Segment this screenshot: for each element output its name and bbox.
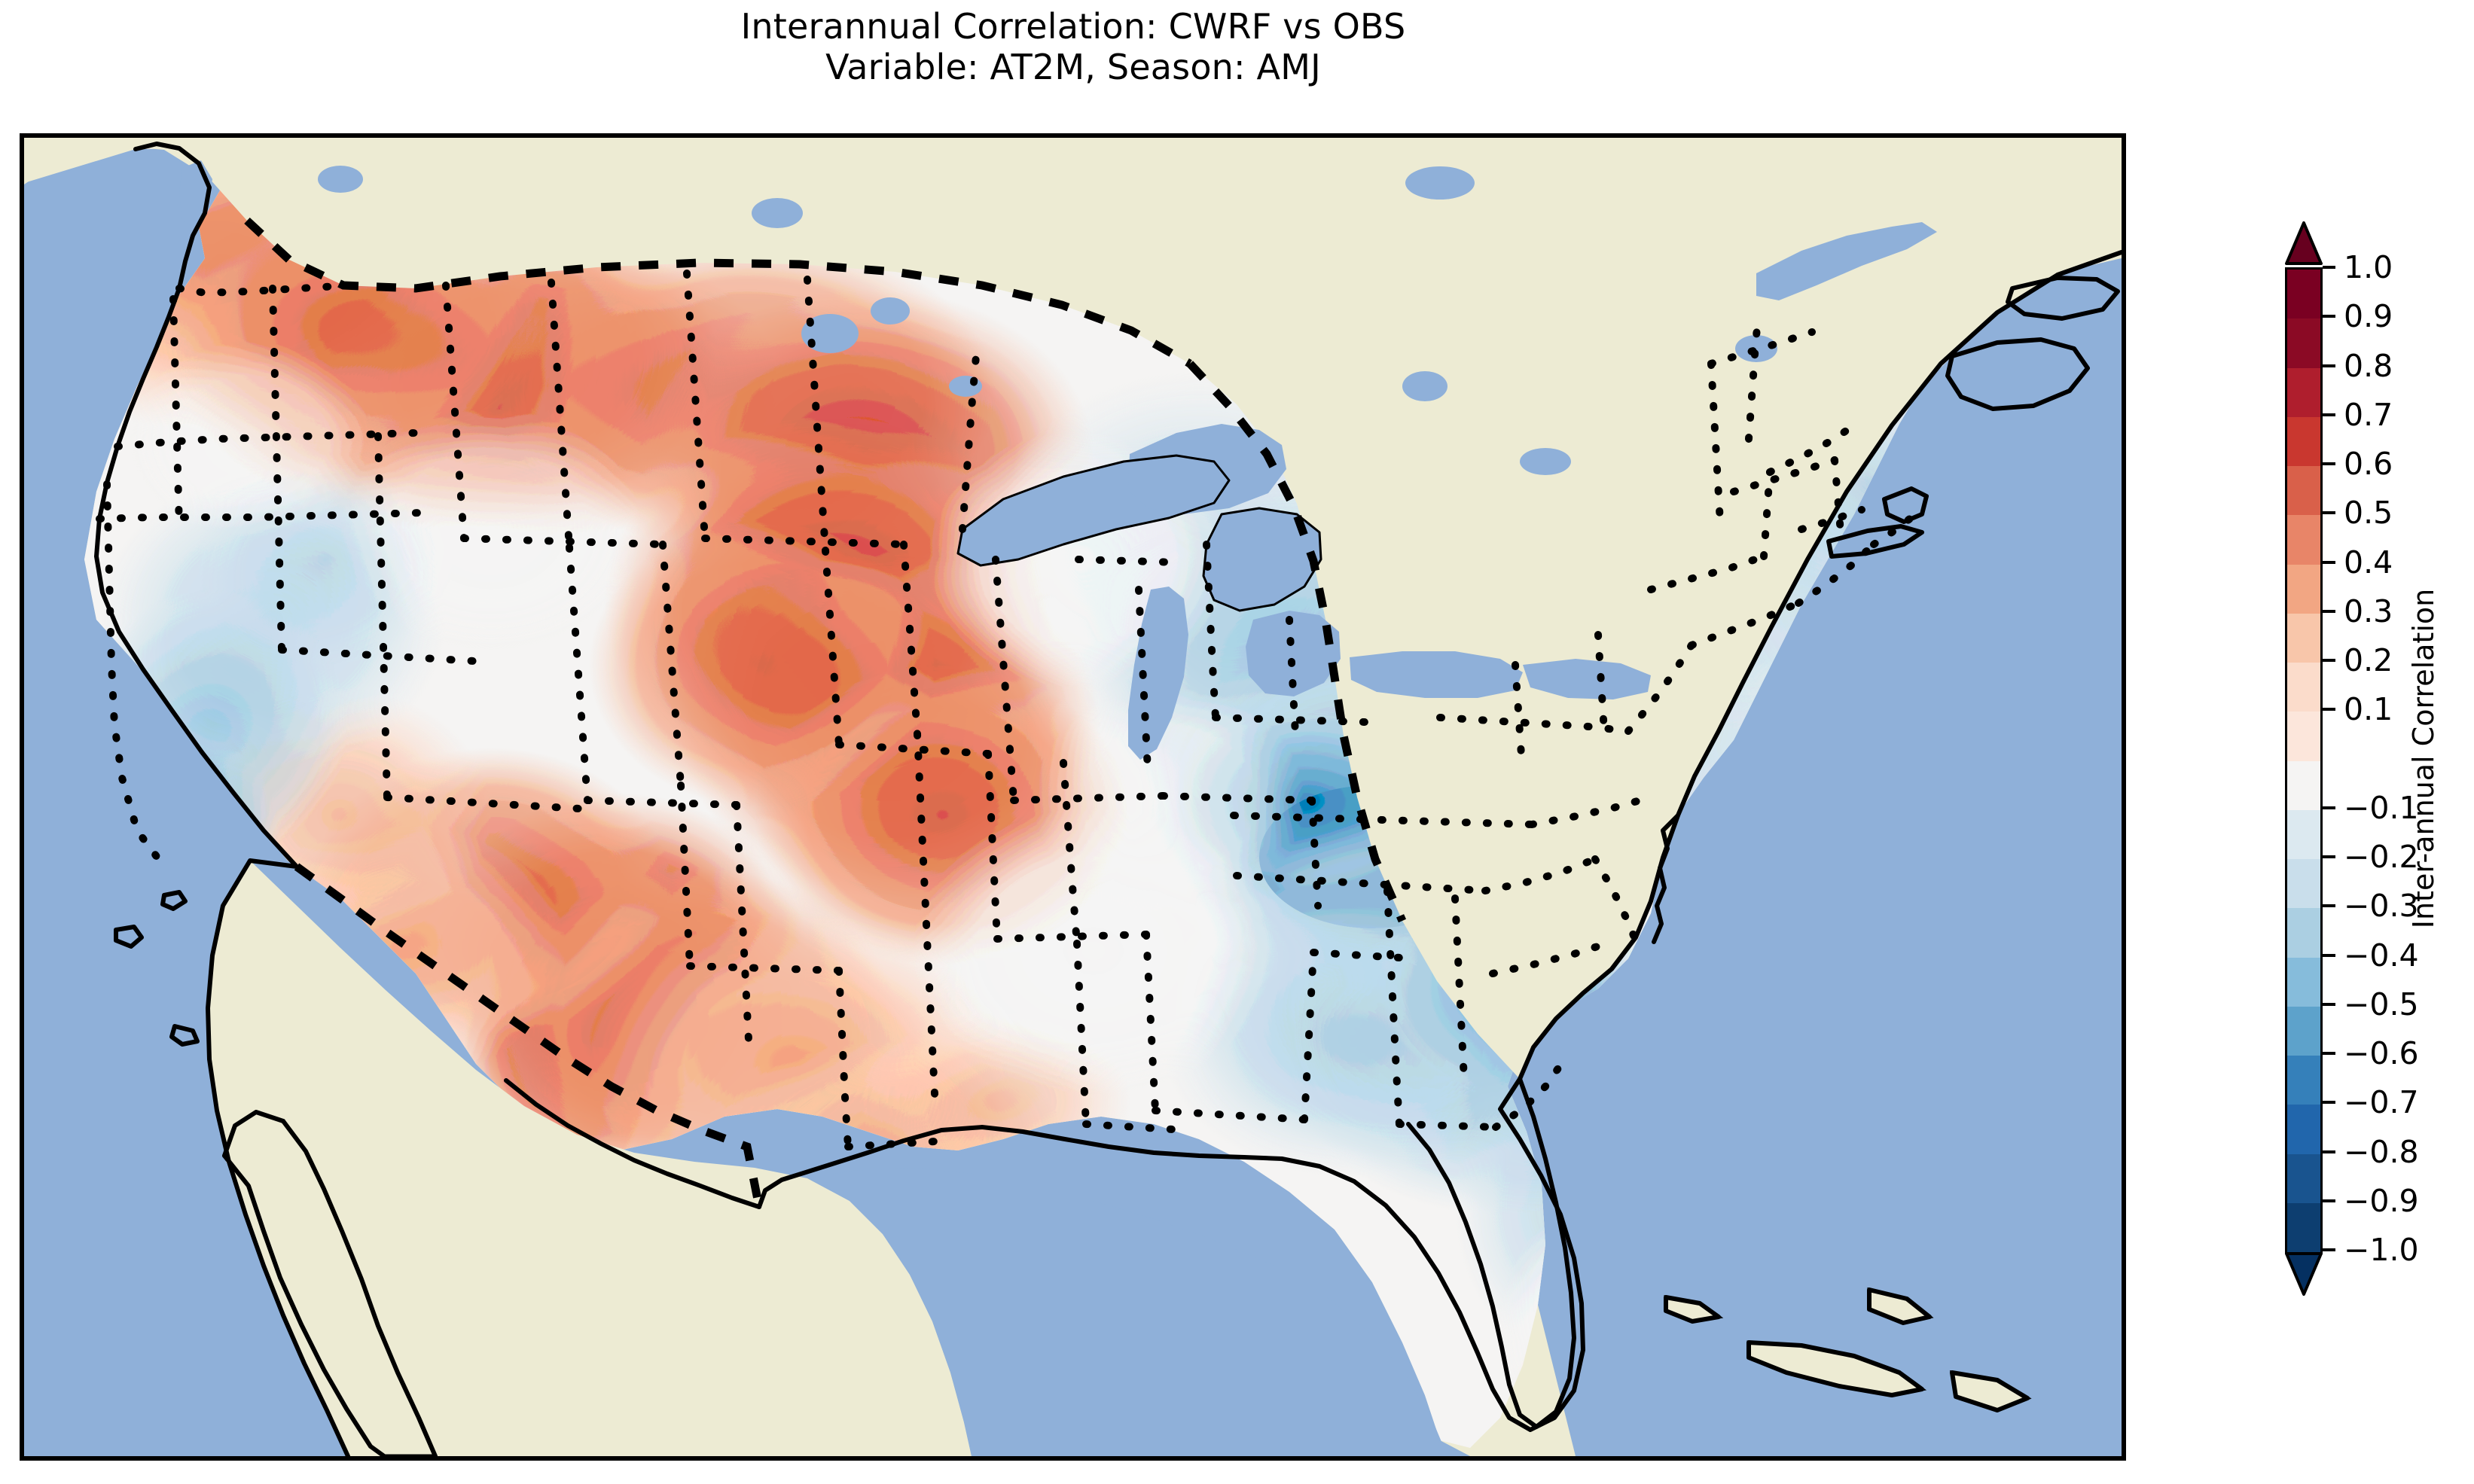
colorbar-segment — [2287, 564, 2320, 614]
map-clip — [24, 138, 2122, 1456]
colorbar-tick-label: 0.9 — [2344, 298, 2393, 335]
colorbar-tick-mark — [2323, 609, 2335, 613]
colorbar-segment — [2287, 270, 2320, 319]
colorbar-gradient — [2285, 267, 2323, 1254]
colorbar-tick-mark — [2323, 659, 2335, 662]
colorbar-segment — [2287, 663, 2320, 712]
colorbar-segment — [2287, 1006, 2320, 1056]
colorbar-tick-label: −0.3 — [2344, 888, 2419, 925]
colorbar-tick-mark — [2323, 266, 2335, 269]
colorbar-tick-mark — [2323, 1150, 2335, 1153]
colorbar-tick-label: −0.5 — [2344, 986, 2419, 1022]
colorbar-segment — [2287, 1105, 2320, 1154]
colorbar-tick-mark — [2323, 855, 2335, 858]
colorbar-segment — [2287, 466, 2320, 516]
colorbar-tick-label: −0.8 — [2344, 1133, 2419, 1170]
colorbar-tick-label: −0.6 — [2344, 1035, 2419, 1071]
colorbar-segment — [2287, 859, 2320, 909]
colorbar-segment — [2287, 515, 2320, 565]
colorbar-tick-mark — [2323, 413, 2335, 416]
colorbar-tick-mark — [2323, 806, 2335, 809]
colorbar-tick-label: −1.0 — [2344, 1232, 2419, 1268]
colorbar-tick-label: 0.2 — [2344, 642, 2393, 678]
colorbar-segment — [2287, 809, 2320, 859]
great-lakes-layer — [179, 160, 1937, 760]
colorbar-tick-label: −0.2 — [2344, 839, 2419, 875]
map-axes — [20, 133, 2126, 1461]
colorbar-tick-mark — [2323, 904, 2335, 908]
colorbar-over-arrow — [2285, 221, 2323, 265]
colorbar-tick-label: 0.1 — [2344, 691, 2393, 728]
colorbar-tick-label: 0.8 — [2344, 347, 2393, 384]
colorbar-tick-label: −0.7 — [2344, 1084, 2419, 1121]
colorbar-segment — [2287, 1202, 2320, 1252]
chart-title-block: Interannual Correlation: CWRF vs OBS Var… — [0, 6, 2146, 87]
correlation-map — [24, 138, 2122, 1456]
colorbar-tick-mark — [2323, 560, 2335, 564]
colorbar-segment — [2287, 1056, 2320, 1105]
colorbar: 1.0 0.9 0.8 0.7 0.6 0.5 0.4 0.3 0.2 0.1 −0.1 −0.2 −0… — [2285, 221, 2419, 1296]
colorbar-tick-mark — [2323, 1002, 2335, 1006]
foreign-land-mask — [24, 138, 2122, 1456]
colorbar-tick-mark — [2323, 462, 2335, 465]
coastline-layer — [94, 142, 2122, 1456]
colorbar-tick-label: −0.4 — [2344, 937, 2419, 974]
colorbar-tick-label: 0.7 — [2344, 396, 2393, 433]
chart-subtitle: Variable: AT2M, Season: AMJ — [825, 47, 1321, 87]
colorbar-tick-label: −0.9 — [2344, 1182, 2419, 1219]
colorbar-tick-mark — [2323, 708, 2335, 712]
colorbar-tick-label: 0.4 — [2344, 544, 2393, 580]
colorbar-segment — [2287, 908, 2320, 958]
colorbar-tick-mark — [2323, 1052, 2335, 1055]
colorbar-tick-label: 0.5 — [2344, 495, 2393, 532]
colorbar-tick-label: −0.1 — [2344, 789, 2419, 826]
colorbar-axis-label: Inter-annual Correlation — [2407, 588, 2440, 929]
colorbar-ticks: 1.0 0.9 0.8 0.7 0.6 0.5 0.4 0.3 0.2 0.1 −0.1 −0.2 −0… — [2323, 249, 2474, 1268]
colorbar-tick-mark — [2323, 1248, 2335, 1251]
colorbar-tick-mark — [2323, 1101, 2335, 1105]
colorbar-segment — [2287, 318, 2320, 368]
colorbar-segment — [2287, 1153, 2320, 1203]
colorbar-segment — [2287, 416, 2320, 466]
colorbar-segment — [2287, 957, 2320, 1007]
colorbar-segment — [2287, 712, 2320, 761]
colorbar-tick-label: 0.6 — [2344, 446, 2393, 482]
colorbar-segment — [2287, 367, 2320, 417]
colorbar-tick-mark — [2323, 1199, 2335, 1202]
colorbar-tick-label: 1.0 — [2344, 249, 2393, 285]
colorbar-under-arrow — [2285, 1252, 2323, 1296]
colorbar-segment — [2287, 613, 2320, 663]
colorbar-tick-mark — [2323, 953, 2335, 957]
colorbar-tick-mark — [2323, 315, 2335, 318]
state-border-layer — [96, 270, 1921, 1150]
colorbar-segment — [2287, 760, 2320, 810]
colorbar-tick-mark — [2323, 511, 2335, 515]
colorbar-tick-label: 0.3 — [2344, 593, 2393, 629]
colorbar-tick-mark — [2323, 364, 2335, 367]
page-title: Interannual Correlation: CWRF vs OBS — [740, 6, 1406, 47]
